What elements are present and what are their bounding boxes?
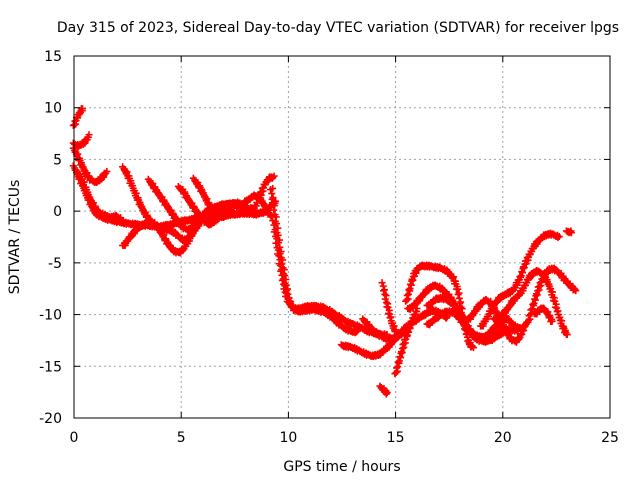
y-tick-label: -5 (48, 256, 62, 272)
data-point (382, 292, 390, 300)
series-track-b (69, 131, 93, 151)
data-point (272, 239, 280, 247)
series-track-m (267, 186, 361, 337)
data-point (277, 267, 285, 275)
y-axis-label: SDTVAR / TECUs (7, 180, 23, 295)
series-track-f (119, 203, 239, 257)
data-point (103, 167, 111, 175)
data-point (562, 330, 570, 338)
series-track-n (269, 217, 391, 340)
data-point (397, 348, 405, 356)
data-point (566, 228, 574, 236)
series-track-aa (498, 264, 580, 334)
data-point (393, 364, 401, 372)
data-point (270, 228, 278, 236)
data-point (469, 344, 477, 352)
data-point (116, 215, 124, 223)
grid-lines (74, 56, 610, 418)
data-point (554, 234, 562, 242)
x-tick-label: 0 (70, 430, 79, 446)
series-track-w (423, 307, 522, 346)
x-tick-label: 15 (387, 430, 405, 446)
series-track-c (69, 144, 111, 186)
y-tick-label: -15 (39, 359, 62, 375)
data-point (273, 235, 281, 243)
data-point (382, 390, 390, 398)
data-point (571, 286, 579, 294)
data-point (281, 282, 289, 290)
data-point (267, 186, 275, 194)
data-point (269, 217, 277, 225)
data-point (280, 285, 288, 293)
data-point (278, 277, 286, 285)
data-point (527, 306, 535, 314)
data-point (268, 195, 276, 203)
series-track-s (391, 305, 421, 378)
data-point (405, 286, 413, 294)
y-tick-label: 5 (53, 152, 62, 168)
y-tick-label: 15 (44, 49, 62, 65)
data-point (555, 233, 563, 241)
series-track-e (76, 170, 125, 224)
axis-ticks (73, 55, 611, 419)
data-point (352, 329, 360, 337)
x-tick-label: 10 (279, 430, 297, 446)
data-point (567, 229, 575, 237)
data-point (269, 174, 277, 182)
series-track-d (69, 162, 275, 231)
x-tick-label: 25 (601, 430, 619, 446)
x-axis-label: GPS time / hours (283, 459, 400, 475)
y-tick-label: -10 (39, 308, 62, 324)
series-track-t (402, 261, 477, 352)
data-point (117, 216, 125, 224)
tick-labels: 0 5 10 15 20 25 -20 -15 -10 -5 0 5 10 15 (39, 49, 619, 446)
data-point (529, 300, 537, 308)
data-point (380, 287, 388, 295)
series-track-p (359, 315, 413, 344)
data-point (531, 295, 539, 303)
y-tick-label: 0 (53, 204, 62, 220)
data-point (394, 358, 402, 366)
series-track-ab (530, 304, 556, 326)
data-point (271, 202, 279, 210)
data-point (85, 131, 93, 139)
x-tick-label: 20 (494, 430, 512, 446)
data-markers (69, 105, 580, 398)
data-point (391, 328, 399, 336)
chart-title: Day 315 of 2023, Sidereal Day-to-day VTE… (57, 20, 619, 36)
series-track-z (490, 267, 571, 339)
data-point (516, 273, 524, 281)
data-point (270, 221, 278, 229)
data-point (225, 210, 233, 218)
data-point (468, 342, 476, 350)
data-point (270, 172, 278, 180)
data-point (229, 208, 237, 216)
series-track-a (69, 105, 87, 129)
y-tick-label: -20 (39, 411, 62, 427)
data-point (275, 252, 283, 260)
series-track-j (189, 174, 233, 222)
series-track-q (378, 279, 400, 336)
data-point (396, 353, 404, 361)
series-track-y (477, 229, 563, 330)
plot-frame (73, 55, 611, 419)
series-track-r (376, 382, 391, 398)
data-point (79, 105, 87, 113)
data-point (378, 279, 386, 287)
data-point (381, 295, 389, 303)
series-track-ac (562, 227, 575, 237)
data-point (406, 280, 414, 288)
data-point (270, 206, 278, 214)
data-point (383, 389, 391, 397)
y-tick-label: 10 (44, 101, 62, 117)
data-point (454, 291, 462, 299)
data-point (548, 317, 556, 325)
data-point (272, 213, 280, 221)
x-tick-label: 5 (177, 430, 186, 446)
data-point (403, 292, 411, 300)
data-point (231, 209, 239, 217)
